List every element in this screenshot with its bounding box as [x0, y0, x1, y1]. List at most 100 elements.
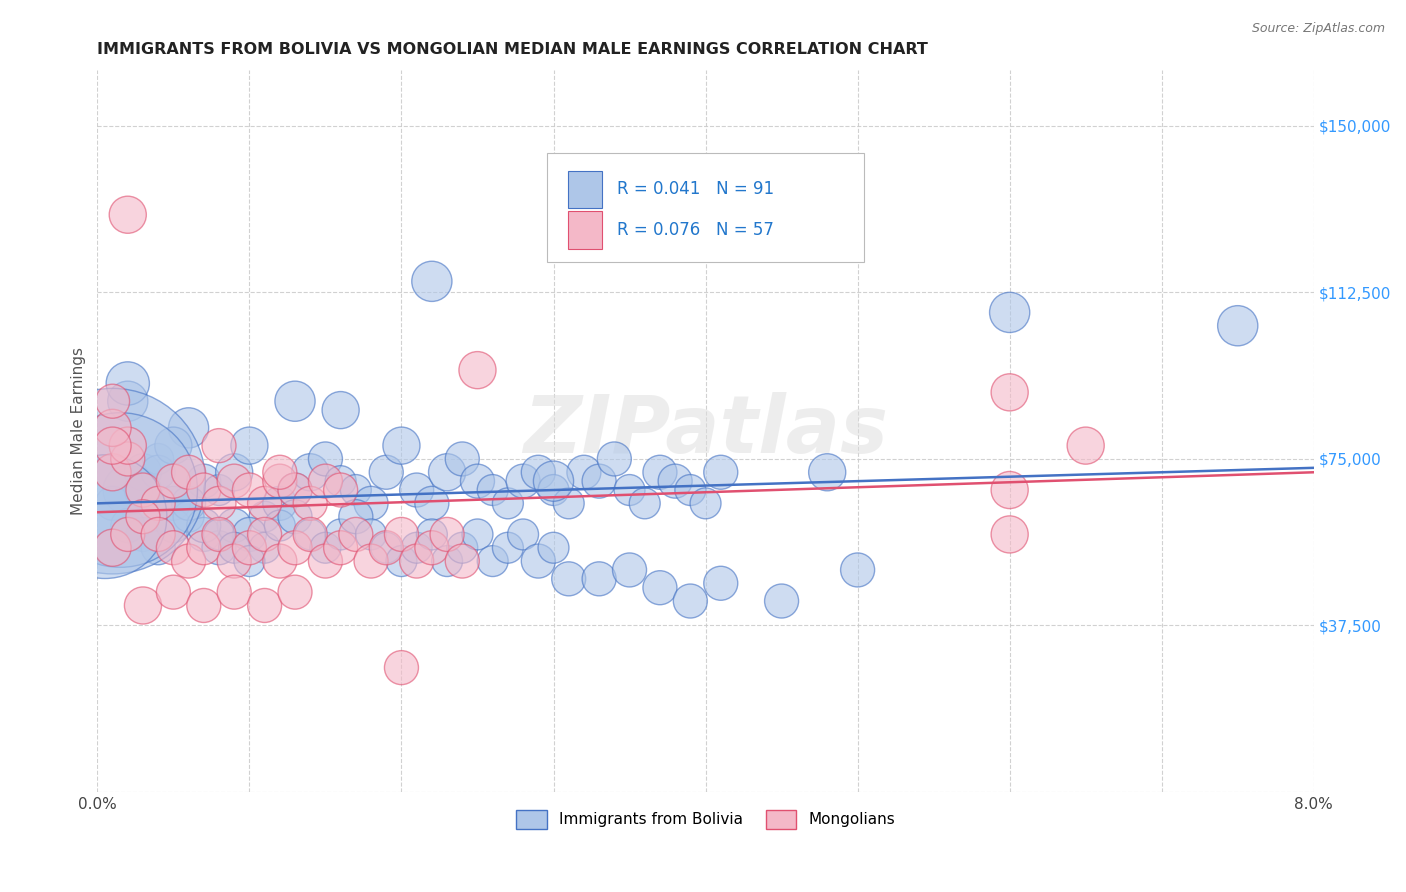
Point [299, 527, 322, 541]
Point [496, 541, 519, 555]
Point [527, 554, 550, 568]
Point [193, 483, 215, 497]
Point [284, 394, 307, 409]
FancyBboxPatch shape [547, 153, 863, 261]
Point [177, 554, 200, 568]
Point [710, 576, 733, 591]
Point [467, 363, 489, 377]
Point [998, 483, 1021, 497]
Point [284, 483, 307, 497]
Point [269, 554, 291, 568]
Point [543, 541, 565, 555]
Point [451, 452, 474, 467]
Point [314, 474, 336, 488]
Point [208, 527, 231, 541]
Point [1074, 439, 1097, 453]
Point [162, 585, 184, 599]
Text: R = 0.041   N = 91: R = 0.041 N = 91 [617, 180, 773, 198]
Point [208, 541, 231, 555]
Point [162, 496, 184, 510]
Point [208, 527, 231, 541]
Point [527, 465, 550, 479]
Point [603, 452, 626, 467]
Point [451, 554, 474, 568]
Point [360, 527, 382, 541]
Point [314, 452, 336, 467]
Point [101, 465, 124, 479]
Point [436, 554, 458, 568]
Point [344, 527, 367, 541]
Point [208, 496, 231, 510]
Point [664, 474, 686, 488]
Point [238, 483, 260, 497]
Point [284, 541, 307, 555]
Point [238, 527, 260, 541]
Point [329, 541, 352, 555]
Point [420, 527, 443, 541]
Point [193, 474, 215, 488]
Point [481, 554, 503, 568]
Point [588, 474, 610, 488]
Point [224, 465, 246, 479]
Point [117, 518, 139, 533]
Point [253, 599, 276, 613]
Point [588, 572, 610, 586]
Point [253, 541, 276, 555]
Point [695, 496, 717, 510]
Point [451, 541, 474, 555]
Point [284, 585, 307, 599]
Point [284, 483, 307, 497]
Point [238, 439, 260, 453]
Point [679, 483, 702, 497]
Point [998, 527, 1021, 541]
FancyBboxPatch shape [568, 211, 602, 249]
Point [648, 581, 671, 595]
Point [193, 527, 215, 541]
Point [101, 541, 124, 555]
Point [557, 572, 579, 586]
Point [132, 465, 155, 479]
Point [224, 585, 246, 599]
Point [224, 541, 246, 555]
Point [269, 465, 291, 479]
Point [1226, 318, 1249, 333]
Point [815, 465, 838, 479]
Point [436, 465, 458, 479]
Point [101, 439, 124, 453]
Point [177, 421, 200, 435]
Point [117, 376, 139, 391]
Point [648, 465, 671, 479]
Point [512, 474, 534, 488]
Point [467, 527, 489, 541]
Text: Source: ZipAtlas.com: Source: ZipAtlas.com [1251, 22, 1385, 36]
Point [619, 483, 641, 497]
Point [94, 509, 117, 524]
Point [375, 465, 398, 479]
Point [420, 496, 443, 510]
Point [101, 496, 124, 510]
Point [162, 439, 184, 453]
Point [375, 541, 398, 555]
Point [299, 465, 322, 479]
Y-axis label: Median Male Earnings: Median Male Earnings [72, 347, 86, 516]
Point [162, 541, 184, 555]
Point [132, 509, 155, 524]
Point [329, 403, 352, 417]
Point [253, 527, 276, 541]
Point [146, 452, 169, 467]
Point [467, 474, 489, 488]
Text: ZIPatlas: ZIPatlas [523, 392, 889, 470]
Point [391, 554, 413, 568]
Point [177, 509, 200, 524]
Point [193, 599, 215, 613]
Point [998, 305, 1021, 319]
Point [162, 518, 184, 533]
Point [238, 554, 260, 568]
Point [101, 474, 124, 488]
Point [117, 527, 139, 541]
Point [253, 509, 276, 524]
Point [846, 563, 869, 577]
Point [299, 527, 322, 541]
Point [269, 496, 291, 510]
Point [329, 527, 352, 541]
